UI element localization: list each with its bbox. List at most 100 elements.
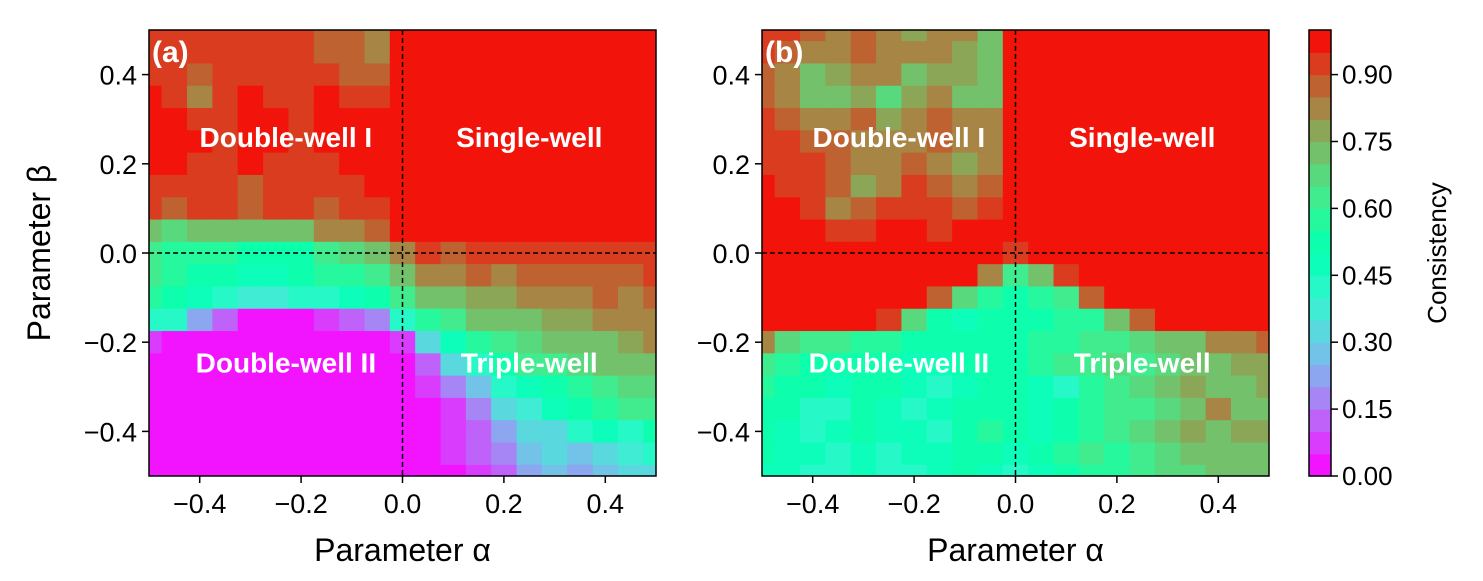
heatmap-cell [237,264,264,288]
heatmap-cell [1053,375,1080,399]
heatmap-cell [952,41,979,65]
heatmap-cell [313,197,340,221]
heatmap-cell [850,130,877,154]
heatmap-cell [825,375,852,399]
heatmap-cell [825,85,852,109]
heatmap-cell [288,85,315,109]
heatmap-cell [800,464,827,476]
heatmap-cell [415,152,442,176]
heatmap-cell [800,152,827,176]
heatmap-cell [850,353,877,377]
heatmap-cell [263,397,290,422]
colorbar-segment [1309,96,1331,120]
heatmap-cell [1104,286,1131,310]
heatmap-cell [263,353,290,377]
heatmap-cell [1028,197,1055,221]
heatmap-cell [313,286,340,310]
heatmap-cell [617,85,645,109]
heatmap-cell [1205,464,1232,476]
heatmap-cell [212,442,239,466]
heatmap-cell [516,152,543,176]
heatmap-cell [149,286,163,310]
heatmap-cell [465,308,493,332]
heatmap-cell [1028,130,1055,154]
heatmap-cell [212,30,239,42]
heatmap-cell [263,464,290,476]
heatmap-cell [364,197,391,221]
heatmap-cell [617,197,645,221]
heatmap-cell [263,63,290,87]
heatmap-cell [926,464,953,476]
heatmap-cell [876,174,903,199]
heatmap-cell [364,308,391,332]
heatmap-cell [952,197,979,221]
heatmap-cell [465,174,493,199]
heatmap-cell [926,30,953,42]
heatmap-cell [643,108,656,132]
heatmap-cell [977,130,1004,154]
heatmap-cell [876,464,903,476]
heatmap-cell [1129,219,1156,243]
heatmap-cell [774,108,801,132]
heatmap-cell [288,264,315,288]
heatmap-cell [800,219,827,243]
heatmap-cell [901,197,928,221]
heatmap-cell [1053,397,1080,422]
heatmap-cell [339,308,366,332]
heatmap-cell [187,331,214,355]
heatmap-cell [491,264,518,288]
heatmap-cell [1154,286,1182,310]
colorbar-segment [1309,141,1331,165]
heatmap-cell [592,375,619,399]
heatmap-cell [187,41,214,65]
heatmap-cell [643,442,656,466]
heatmap-cell [1078,197,1106,221]
heatmap-cell [876,63,903,87]
heatmap-cell [617,264,645,288]
heatmap-cell [643,397,656,422]
heatmap-cell [212,375,239,399]
heatmap-cell [364,63,391,87]
y-tick-label: −0.2 [697,328,750,358]
heatmap-cell [1205,286,1232,310]
heatmap-cell [592,197,619,221]
heatmap-cell [212,331,239,355]
heatmap-cell [516,130,543,154]
heatmap-cell [491,85,518,109]
heatmap-cell [263,85,290,109]
heatmap-cell [567,331,594,355]
heatmap-cell [149,174,163,199]
heatmap-cell [567,397,594,422]
heatmap-cell [1053,420,1080,444]
heatmap-cell [541,85,569,109]
heatmap-cell [800,174,827,199]
heatmap-cell [541,41,569,65]
heatmap-cell [516,331,543,355]
heatmap-cell [762,219,776,243]
heatmap-cell [774,308,801,332]
heatmap-cell [1205,30,1232,42]
heatmap-cell [313,397,340,422]
heatmap-cell [516,464,543,476]
heatmap-cell [1256,308,1269,332]
heatmap-cell [237,331,264,355]
heatmap-cell [592,286,619,310]
heatmap-cell [774,152,801,176]
heatmap-cell [1230,219,1258,243]
heatmap-cell [440,152,467,176]
heatmap-field [149,30,656,476]
heatmap-cell [541,30,569,42]
heatmap-cell [977,219,1004,243]
heatmap-cell [876,375,903,399]
heatmap-cell [825,197,852,221]
heatmap-cell [926,375,953,399]
heatmap-cell [774,464,801,476]
heatmap-cell [617,30,645,42]
heatmap-cell [149,331,163,355]
heatmap-cell [952,152,979,176]
heatmap-cell [161,219,188,243]
heatmap-cell [1002,130,1029,154]
heatmap-cell [1154,197,1182,221]
heatmap-cell [1129,30,1156,42]
heatmap-cell [926,197,953,221]
